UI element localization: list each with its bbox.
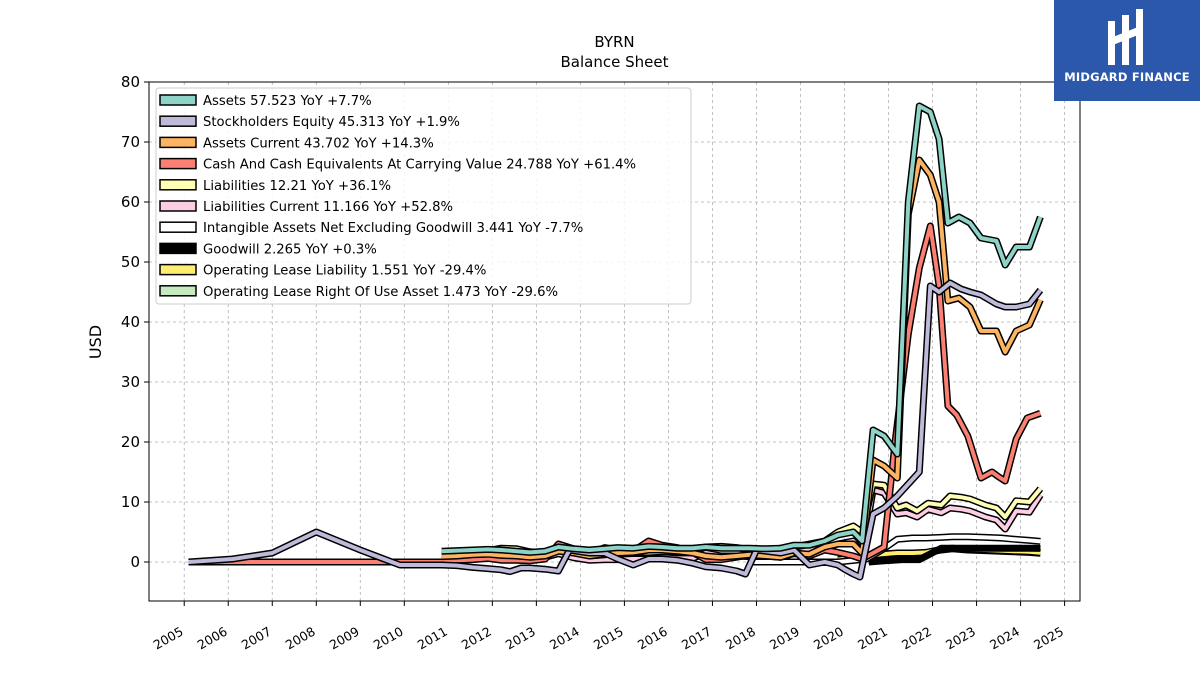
legend: Assets 57.523 YoY +7.7% Stockholders Equi… (155, 87, 692, 305)
x-tick-label: 2023 (943, 624, 978, 653)
series-line (868, 544, 1041, 566)
x-tick-label: 2020 (811, 624, 846, 653)
y-tick-label: 10 (121, 493, 140, 511)
x-tick-label: 2014 (547, 624, 582, 653)
legend-item: Cash And Cash Equivalents At Carrying Va… (159, 157, 636, 173)
legend-label: Cash And Cash Equivalents At Carrying Va… (203, 158, 636, 173)
x-tick-label: 2012 (459, 624, 494, 653)
chart-title: BYRN (594, 33, 634, 51)
series-line-fill (441, 104, 1043, 555)
legend-label: Liabilities Current 11.166 YoY +52.8% (203, 200, 453, 215)
legend-swatch (159, 94, 197, 106)
x-tick-label: 2017 (679, 624, 714, 653)
y-tick-label: 60 (121, 193, 140, 211)
x-tick-label: 2015 (591, 624, 626, 653)
logo-text: MIDGARD FINANCE (1064, 70, 1190, 84)
x-tick-label: 2009 (327, 624, 362, 653)
legend-label: Stockholders Equity 45.313 YoY +1.9% (203, 115, 460, 130)
series-line-fill (188, 281, 1042, 579)
legend-label: Goodwill 2.265 YoY +0.3% (203, 242, 377, 257)
legend-swatch (159, 115, 197, 127)
chart-subtitle: Balance Sheet (561, 53, 669, 71)
series-line (441, 102, 1044, 556)
legend-item: Assets Current 43.702 YoY +14.3% (159, 136, 434, 151)
x-tick-label: 2025 (1031, 624, 1066, 653)
legend-item: Liabilities 12.21 YoY +36.1% (159, 179, 391, 194)
legend-swatch (159, 179, 197, 191)
x-ticks: 2005 2006 2007 2008 2009 2010 2011 2012 2013 2014… (151, 601, 1066, 653)
legend-item: Intangible Assets Net Excluding Goodwill… (159, 221, 583, 236)
legend-label: Assets Current 43.702 YoY +14.3% (203, 136, 434, 151)
y-tick-label: 80 (121, 73, 140, 91)
y-tick-label: 40 (121, 313, 140, 331)
legend-label: Assets 57.523 YoY +7.7% (203, 94, 372, 109)
legend-label: Liabilities 12.21 YoY +36.1% (203, 179, 391, 194)
x-tick-label: 2018 (723, 624, 758, 653)
legend-item: Operating Lease Liability 1.551 YoY -29.… (159, 263, 486, 279)
legend-swatch (159, 263, 197, 276)
x-tick-label: 2013 (503, 624, 538, 653)
x-tick-label: 2021 (855, 624, 890, 653)
x-tick-label: 2010 (371, 624, 406, 653)
y-ticks: 0 10 20 30 40 50 60 70 80 (121, 73, 149, 571)
legend-swatch (159, 157, 197, 170)
legend-swatch (159, 136, 197, 149)
series-line (441, 156, 1044, 561)
legend-swatch (159, 285, 197, 297)
y-tick-label: 20 (121, 433, 140, 451)
x-tick-label: 2024 (987, 624, 1022, 653)
legend-item: Goodwill 2.265 YoY +0.3% (159, 242, 377, 257)
legend-label: Intangible Assets Net Excluding Goodwill… (203, 221, 583, 236)
legend-label: Operating Lease Liability 1.551 YoY -29.… (203, 264, 486, 279)
plot-frame (148, 81, 1081, 602)
legend-swatch (159, 200, 197, 212)
x-tick-label: 2016 (635, 624, 670, 653)
series-layer (188, 102, 1044, 581)
legend-box (155, 87, 692, 305)
y-axis-label: USD (86, 325, 105, 359)
series-line-fill (441, 158, 1043, 560)
logo-mark-icon (1108, 9, 1143, 65)
x-tick-label: 2007 (239, 624, 274, 653)
legend-item: Stockholders Equity 45.313 YoY +1.9% (159, 115, 460, 130)
y-tick-label: 0 (130, 553, 140, 571)
legend-swatch (159, 242, 197, 255)
legend-item: Liabilities Current 11.166 YoY +52.8% (159, 200, 453, 215)
x-tick-label: 2019 (767, 624, 802, 653)
y-tick-label: 50 (121, 253, 140, 271)
legend-item: Operating Lease Right Of Use Asset 1.473… (159, 285, 558, 300)
x-tick-label: 2005 (151, 624, 186, 653)
legend-label: Operating Lease Right Of Use Asset 1.473… (203, 285, 558, 300)
legend-swatch (159, 221, 197, 233)
legend-item: Assets 57.523 YoY +7.7% (159, 94, 372, 109)
midgard-finance-logo: MIDGARD FINANCE (1054, 0, 1200, 101)
x-tick-label: 2011 (415, 624, 450, 653)
series-line-fill (868, 546, 1041, 564)
x-tick-label: 2006 (195, 624, 230, 653)
series-line (188, 279, 1044, 581)
y-tick-label: 30 (121, 373, 140, 391)
x-tick-label: 2008 (283, 624, 318, 653)
y-tick-label: 70 (121, 133, 140, 151)
x-tick-label: 2022 (899, 624, 934, 653)
